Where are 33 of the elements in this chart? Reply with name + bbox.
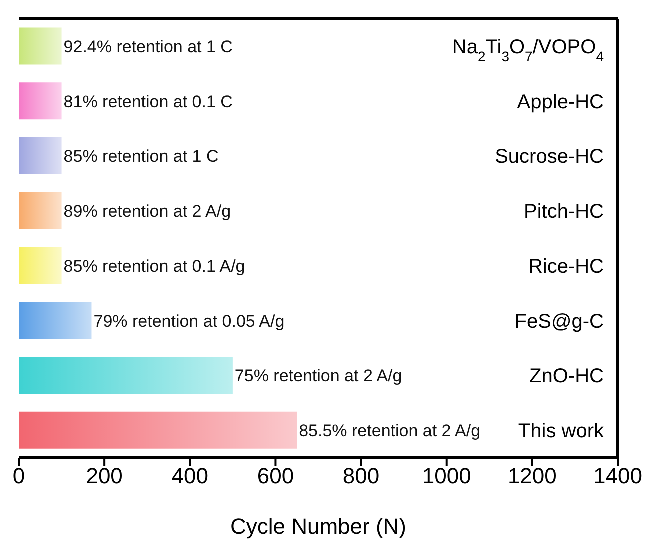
bar [19,302,92,340]
annotation: 81% retention at 0.1 C [64,92,233,112]
y-tick-label: Pitch-HC [524,201,604,224]
y-tick-label: This work [518,420,605,443]
bar [19,357,233,394]
annotation: 85% retention at 0.1 A/g [64,256,246,276]
y-tick-label: Rice-HC [528,256,604,278]
x-tick-label: 1200 [508,464,557,489]
x-tick-label: 600 [257,464,294,489]
x-tick-label: 200 [86,464,123,489]
y-tick-label: Apple-HC [517,91,604,114]
bar [19,138,62,175]
y-tick-label: FeS@g-C [514,310,604,333]
x-tick-label: 1000 [422,464,472,489]
x-tick-label: 400 [172,464,208,489]
annotation: 79% retention at 0.05 A/g [94,312,285,331]
bar [19,28,62,65]
x-tick-label: 800 [342,464,380,489]
bar [19,82,62,120]
y-tick-label: ZnO-HC [530,366,604,388]
annotation: 89% retention at 2 A/g [64,202,232,222]
annotation: 85% retention at 1 C [64,147,219,166]
x-tick-label: 1400 [594,464,642,489]
x-axis-title: Cycle Number (N) [230,514,407,539]
y-tick-label: Na$_{2}$Ti$_{3}$O$_{7}$/VOPO$_{4}$ [452,36,604,64]
annotation: 85.5% retention at 2 A/g [299,422,481,441]
bar [19,412,298,449]
bar [19,247,62,284]
annotation: 75% retention at 2 A/g [234,366,402,386]
bar [19,192,62,230]
x-tick-label: 0 [12,464,26,489]
annotation: 92.4% retention at 1 C [64,37,233,56]
y-tick-label: Sucrose-HC [495,146,604,168]
